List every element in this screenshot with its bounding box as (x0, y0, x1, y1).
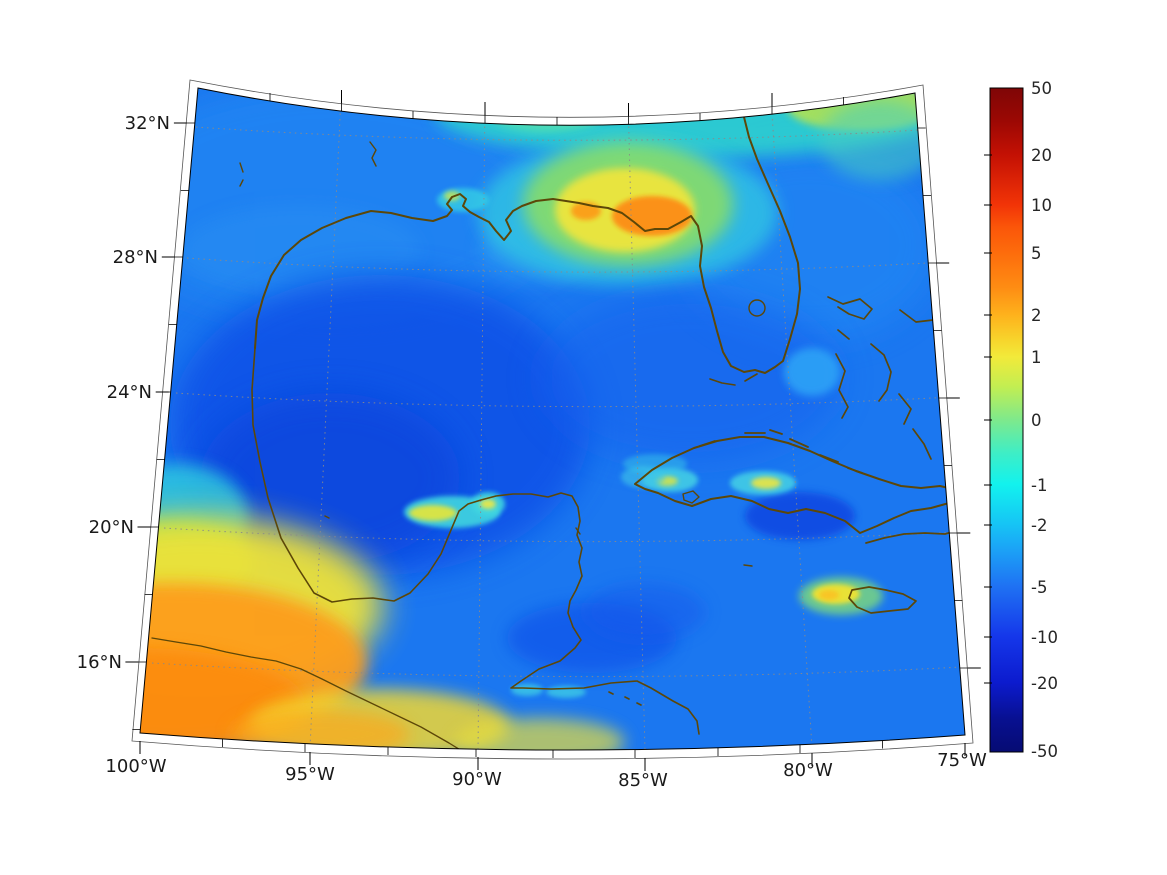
colorbar-tick-label: 0 (1031, 411, 1042, 430)
heatmap-field (140, 88, 965, 751)
colorbar-gradient (989, 87, 1024, 753)
colorbar-tick-label: -5 (1031, 578, 1047, 597)
colorbar-labels: 50 20 10 5 2 1 0 -1 -2 -5 -10 -20 -50 (1031, 79, 1058, 761)
colorbar-tick-label: 10 (1031, 196, 1052, 215)
coastlines (151, 106, 963, 751)
graticule (151, 96, 963, 751)
lat-tick-label: 28°N (113, 247, 158, 268)
lon-tick-label: 95°W (285, 764, 335, 785)
colorbar: 50 20 10 5 2 1 0 -1 -2 -5 -10 -20 -50 (984, 79, 1058, 761)
colorbar-tick-label: 1 (1031, 348, 1042, 367)
lat-tick-label: 16°N (77, 652, 122, 673)
colorbar-tick-label: 2 (1031, 306, 1042, 325)
lat-tick-label: 24°N (107, 382, 152, 403)
colorbar-tick-label: -1 (1031, 476, 1047, 495)
lon-tick-label: 80°W (783, 760, 833, 781)
colorbar-tick-label: -50 (1031, 742, 1058, 761)
lon-tick-label: 100°W (105, 756, 166, 777)
colorbar-tick-label: -20 (1031, 674, 1058, 693)
lon-axis: 100°W 95°W 90°W 85°W 80°W 75°W (105, 750, 987, 791)
map-frame (125, 79, 981, 771)
lat-axis: 32°N 28°N 24°N 20°N 16°N (77, 113, 170, 673)
colorbar-tick-label: -10 (1031, 628, 1058, 647)
lat-tick-label: 20°N (89, 517, 134, 538)
colorbar-tick-label: -2 (1031, 516, 1047, 535)
lon-tick-label: 90°W (452, 769, 502, 790)
colorbar-tick-label: 20 (1031, 146, 1052, 165)
colorbar-tick-label: 50 (1031, 79, 1052, 98)
colorbar-tick-label: 5 (1031, 244, 1042, 263)
lon-tick-label: 75°W (937, 750, 987, 771)
colorbar-ticks (984, 154, 992, 684)
lon-tick-label: 85°W (618, 770, 668, 791)
lat-tick-label: 32°N (125, 113, 170, 134)
